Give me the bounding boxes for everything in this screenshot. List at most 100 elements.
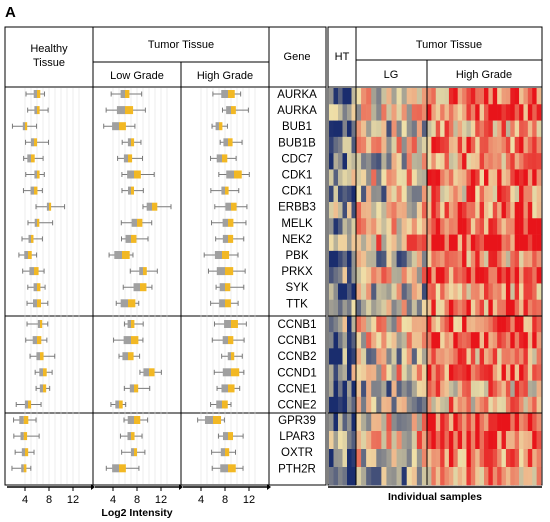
box-lower [146,202,152,211]
heatmap-cell [457,120,463,138]
heatmap-cell [347,316,352,333]
heatmap-cell [435,104,441,121]
heatmap-cell [366,467,372,486]
heatmap-cell [532,104,537,121]
heatmap-cell [519,431,524,450]
heatmap-cell [411,283,418,301]
heatmap-cell [519,104,524,121]
heatmap-cell [488,396,494,414]
heatmap-cell [453,283,458,301]
heatmap-cell [396,250,402,268]
heatmap-cell [475,348,480,365]
heatmap-cell [371,104,377,121]
heatmap-cell [421,332,428,349]
heatmap-cell [431,267,437,284]
heatmap-cell [361,316,367,333]
box-lower [22,122,25,131]
heatmap-cell [523,104,529,121]
heatmap-cell [366,332,372,349]
heatmap-cell [501,299,507,317]
box-upper [131,234,137,243]
heatmap-cell [457,316,463,333]
heatmap-cell [466,348,472,365]
heatmap-cell [416,396,423,414]
box-upper [31,154,35,163]
heatmap-cell [523,88,529,105]
gene-label: CDK1 [282,170,313,182]
box-lower [222,368,231,377]
gene-label: CCNE2 [278,400,317,412]
heatmap-cell [532,316,537,333]
heatmap-cell [527,348,533,365]
heatmap-cell [519,449,524,468]
heatmap-cell [523,169,529,187]
heatmap-cell [484,299,489,317]
heatmap-cell [475,234,480,252]
box-upper [231,320,238,328]
heatmap-cell [366,413,372,432]
heatmap-cell [381,104,387,121]
heatmap-cell [462,153,467,170]
box-lower [127,138,131,147]
heatmap-cell [505,316,511,333]
gene-label: AURKA [277,89,317,101]
heatmap-cell [501,169,507,187]
heatmap-cell [381,136,387,154]
heatmap-cell [396,396,402,414]
heatmap-cell [462,364,467,381]
heatmap-cell [444,88,450,105]
heatmap-cell [338,380,343,398]
heatmap-cell [351,431,357,450]
heatmap-cell [401,250,408,268]
heatmap-cell [514,234,520,252]
heatmap-cell [536,299,542,317]
heatmap-cell [466,380,472,398]
heatmap-cell [391,413,397,432]
heatmap-cell [376,316,382,333]
heatmap-cell [371,299,377,317]
heatmap-cell [435,449,441,468]
heatmap-cell [376,467,382,486]
heatmap-cell [371,413,377,432]
heatmap-cell [351,136,357,154]
heatmap-cell [527,332,533,349]
heatmap-cell [470,185,476,203]
heatmap-cell [527,169,533,187]
heatmap-cell [427,234,432,252]
heatmap-cell [488,348,494,365]
box-lower [34,218,37,227]
heatmap-cell [386,364,392,381]
heatmap-cell [523,449,529,468]
heatmap-cell [466,413,472,432]
heatmap-cell [386,88,392,105]
heatmap-cell [431,413,437,432]
heatmap-cell [427,431,432,450]
low-grade-header: Low Grade [110,70,164,82]
heatmap-cell [523,120,529,138]
heatmap-cell [329,234,334,252]
heatmap-cell [435,380,441,398]
box-upper [40,320,43,328]
heatmap-cell [391,267,397,284]
heatmap-cell [421,153,428,170]
heatmap-cell [356,467,362,486]
heatmap-cell [475,88,480,105]
heatmap-cell [514,120,520,138]
box-upper [128,154,133,163]
heatmap-cell [514,396,520,414]
heatmap-cell [475,250,480,268]
heatmap-cell [356,104,362,121]
heatmap-cell [484,467,489,486]
heatmap-cell [421,431,428,450]
heatmap-cell [484,185,489,203]
box-lower [221,384,228,393]
heatmap-cell [484,380,489,398]
box-lower [30,186,34,195]
heatmap-cell [444,120,450,138]
heatmap-cell [536,283,542,301]
heatmap-cell [371,316,377,333]
heatmap-cell [492,218,498,235]
heatmap-cell [536,332,542,349]
heatmap-cell [466,88,472,105]
heatmap-cell [386,413,392,432]
